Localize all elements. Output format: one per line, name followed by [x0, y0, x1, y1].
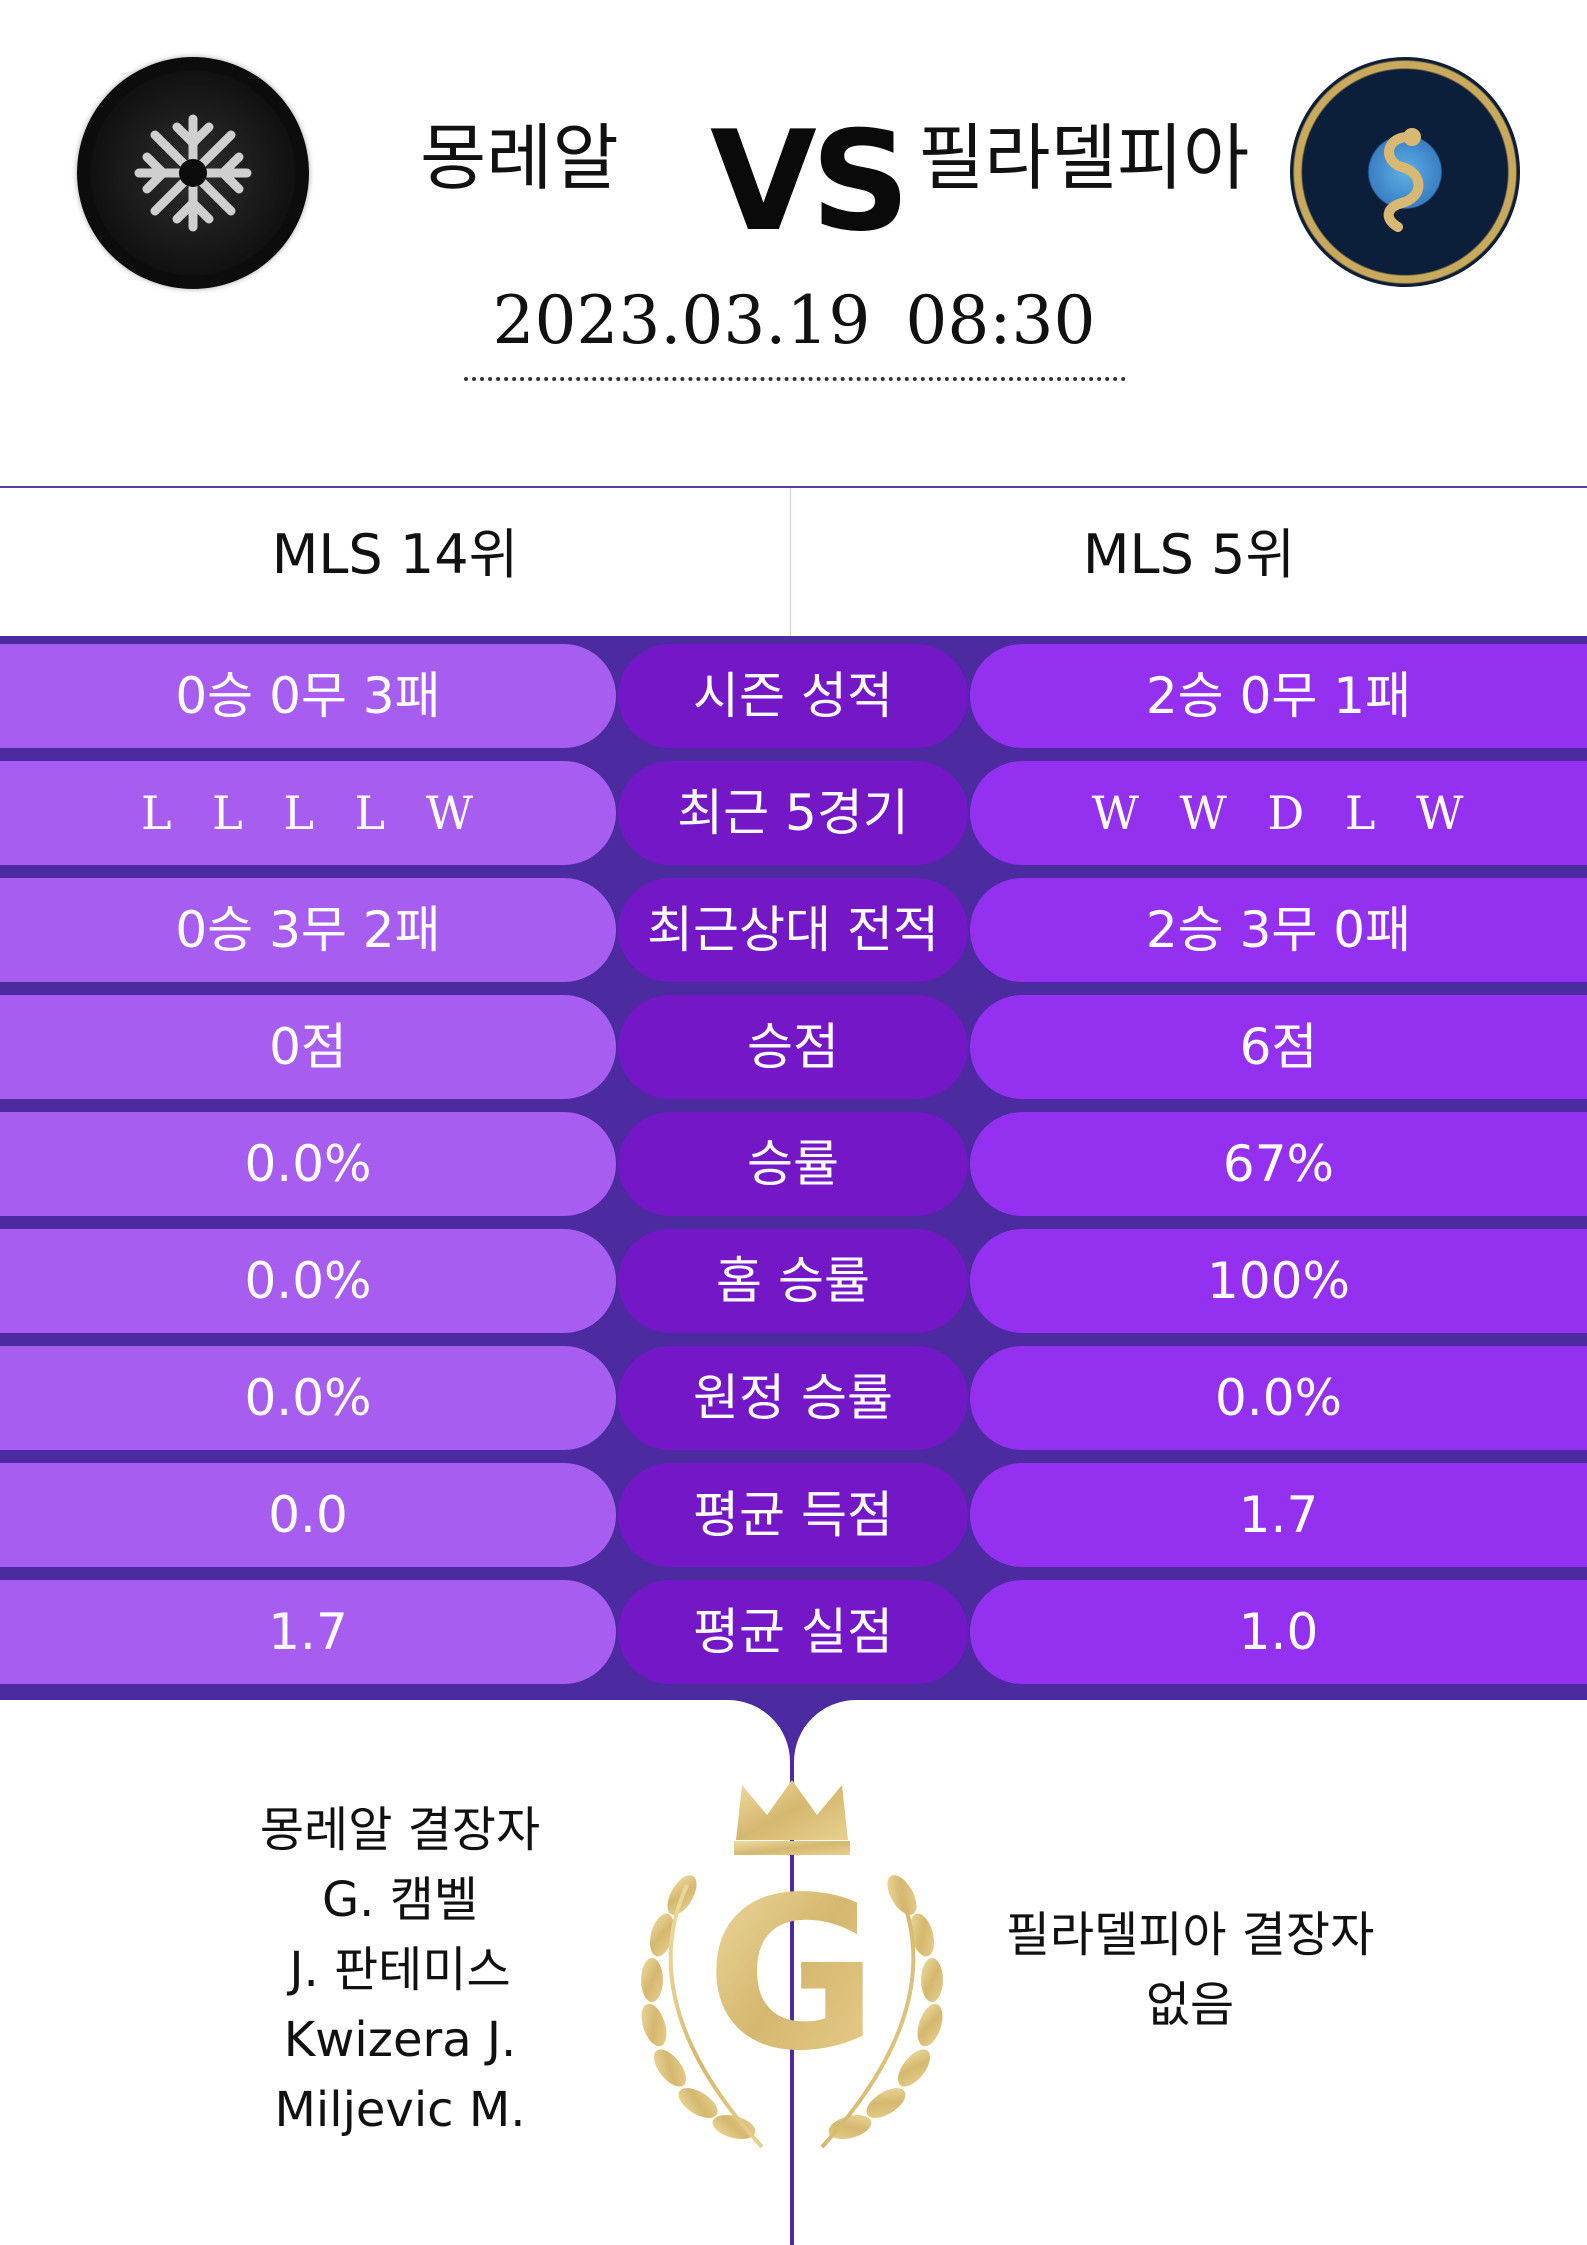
away-absentees-list: 필라델피아 결장자 없음	[960, 1900, 1420, 2040]
away-team-name: 필라델피아	[918, 116, 1250, 200]
home-stat-value: 0.0%	[0, 1346, 616, 1450]
away-stat-value: 6점	[970, 995, 1587, 1099]
stat-label: 최근상대 전적	[618, 878, 968, 982]
stat-label: 승점	[618, 995, 968, 1099]
away-team-logo	[1290, 57, 1520, 287]
home-stat-value: 0승 3무 2패	[0, 878, 616, 982]
home-stat-value: 1.7	[0, 1580, 616, 1684]
home-absentees-list: 몽레알 결장자 G. 캠벨 J. 판테미스 Kwizera J. Miljevi…	[190, 1795, 610, 2145]
stat-label: 승률	[618, 1112, 968, 1216]
crown-laurel-emblem-icon: G	[612, 1775, 972, 2175]
away-stat-value: 100%	[970, 1229, 1587, 1333]
absentee-name: J. 판테미스	[289, 1942, 511, 1998]
away-stat-value: 0.0%	[970, 1346, 1587, 1450]
away-stat-value: 1.7	[970, 1463, 1587, 1567]
stat-label: 원정 승률	[618, 1346, 968, 1450]
absentee-name: Miljevic M.	[274, 2082, 526, 2138]
rank-top-divider	[0, 486, 1587, 488]
home-stat-value: 0.0	[0, 1463, 616, 1567]
home-stat-value: 0.0%	[0, 1229, 616, 1333]
home-rank: MLS 14위	[271, 523, 519, 586]
absentee-name: 없음	[1145, 1977, 1235, 2033]
home-team-logo	[77, 57, 309, 289]
home-stat-value: 0.0%	[0, 1112, 616, 1216]
emblem-letter: G	[706, 1852, 878, 2097]
away-stat-value: 2승 3무 0패	[970, 878, 1587, 982]
home-stat-value: 0승 0무 3패	[0, 644, 616, 748]
stat-label: 평균 실점	[618, 1580, 968, 1684]
stat-label: 홈 승률	[618, 1229, 968, 1333]
home-absentees-title: 몽레알 결장자	[259, 1802, 541, 1858]
away-stat-value: 67%	[970, 1112, 1587, 1216]
away-stat-value: 2승 0무 1패	[970, 644, 1587, 748]
snake-icon	[1383, 128, 1424, 232]
away-absentees-title: 필라델피아 결장자	[1005, 1907, 1375, 1963]
rank-divider	[790, 488, 791, 636]
snowflake-icon	[134, 114, 252, 232]
home-team-name: 몽레알	[420, 116, 619, 200]
vs-label: VS	[710, 101, 910, 262]
match-datetime: 2023.03.19 08:30	[492, 282, 1096, 359]
stat-label: 평균 득점	[618, 1463, 968, 1567]
home-stat-value: 0점	[0, 995, 616, 1099]
away-rank: MLS 5위	[1082, 523, 1296, 586]
datetime-underline	[464, 377, 1126, 381]
stat-label: 최근 5경기	[618, 761, 968, 865]
absentee-name: Kwizera J.	[283, 2012, 517, 2068]
away-stat-value: 1.0	[970, 1580, 1587, 1684]
home-stat-value: L L L L W	[0, 761, 616, 865]
away-stat-value: W W D L W	[970, 761, 1587, 865]
absentee-name: G. 캠벨	[321, 1872, 479, 1928]
stat-label: 시즌 성적	[618, 644, 968, 748]
